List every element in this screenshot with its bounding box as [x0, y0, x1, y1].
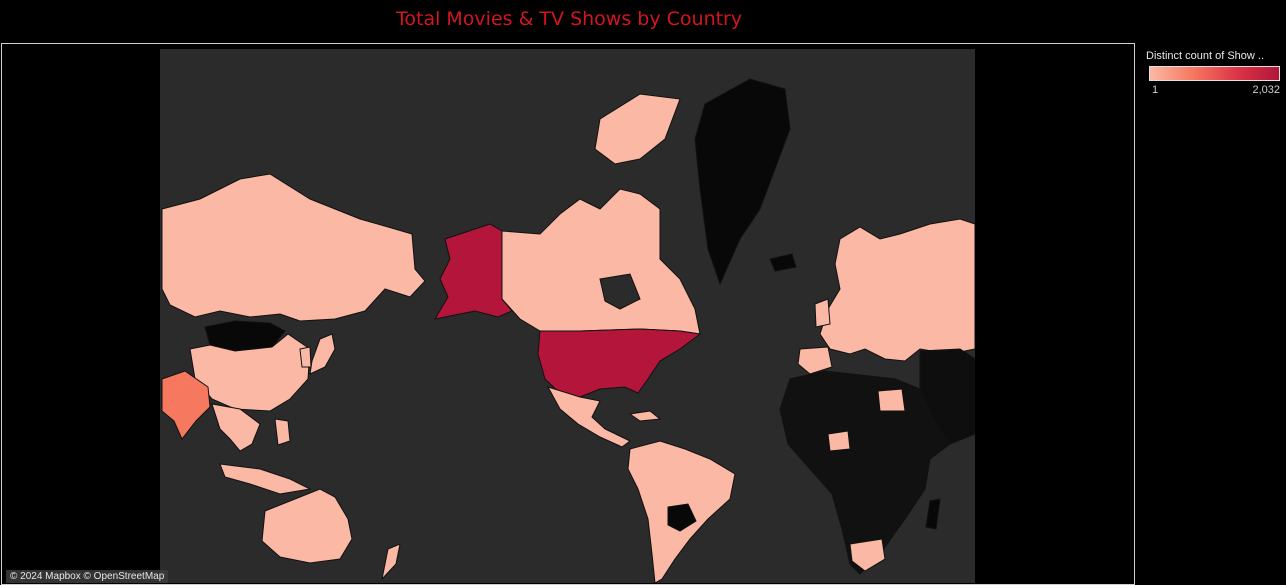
legend-min-label: 1: [1152, 84, 1159, 96]
region-africa[interactable]: [779, 370, 951, 575]
region-egypt[interactable]: [877, 388, 906, 412]
map-container[interactable]: © 2024 Mapbox © OpenStreetMap: [1, 43, 1135, 585]
region-new-zealand[interactable]: [381, 543, 401, 581]
region-south-africa[interactable]: [849, 538, 886, 572]
region-indonesia[interactable]: [219, 463, 312, 495]
region-nigeria[interactable]: [827, 430, 851, 452]
color-legend[interactable]: Distinct count of Show .. 1 2,032: [1146, 50, 1282, 96]
world-map[interactable]: [160, 49, 975, 583]
legend-gradient-bar: [1149, 66, 1280, 81]
region-japan[interactable]: [309, 333, 336, 375]
region-united-states[interactable]: [537, 328, 702, 398]
region-greenland[interactable]: [694, 78, 791, 286]
region-southeast-asia[interactable]: [211, 403, 261, 452]
region-arctic-islands[interactable]: [594, 93, 681, 165]
region-hudson-bay[interactable]: [599, 273, 641, 310]
region-europe[interactable]: [819, 218, 975, 362]
region-bolivia[interactable]: [667, 503, 697, 532]
legend-title: Distinct count of Show ..: [1146, 50, 1264, 62]
region-iceland[interactable]: [769, 253, 797, 272]
legend-scale: 1 2,032: [1152, 84, 1280, 96]
region-uk[interactable]: [814, 298, 831, 328]
region-caribbean[interactable]: [628, 410, 662, 422]
region-australia[interactable]: [261, 488, 353, 564]
region-china[interactable]: [189, 333, 311, 412]
chart-title: Total Movies & TV Shows by Country: [396, 8, 743, 30]
region-iberia[interactable]: [797, 346, 833, 375]
region-russia[interactable]: [161, 173, 426, 322]
legend-max-label: 2,032: [1252, 84, 1280, 96]
region-mexico[interactable]: [546, 386, 631, 448]
map-attribution[interactable]: © 2024 Mapbox © OpenStreetMap: [6, 570, 169, 583]
region-madagascar[interactable]: [925, 498, 941, 530]
region-philippines[interactable]: [274, 418, 291, 446]
region-india[interactable]: [161, 370, 211, 440]
region-korea[interactable]: [299, 346, 312, 368]
region-alaska[interactable]: [433, 223, 513, 320]
